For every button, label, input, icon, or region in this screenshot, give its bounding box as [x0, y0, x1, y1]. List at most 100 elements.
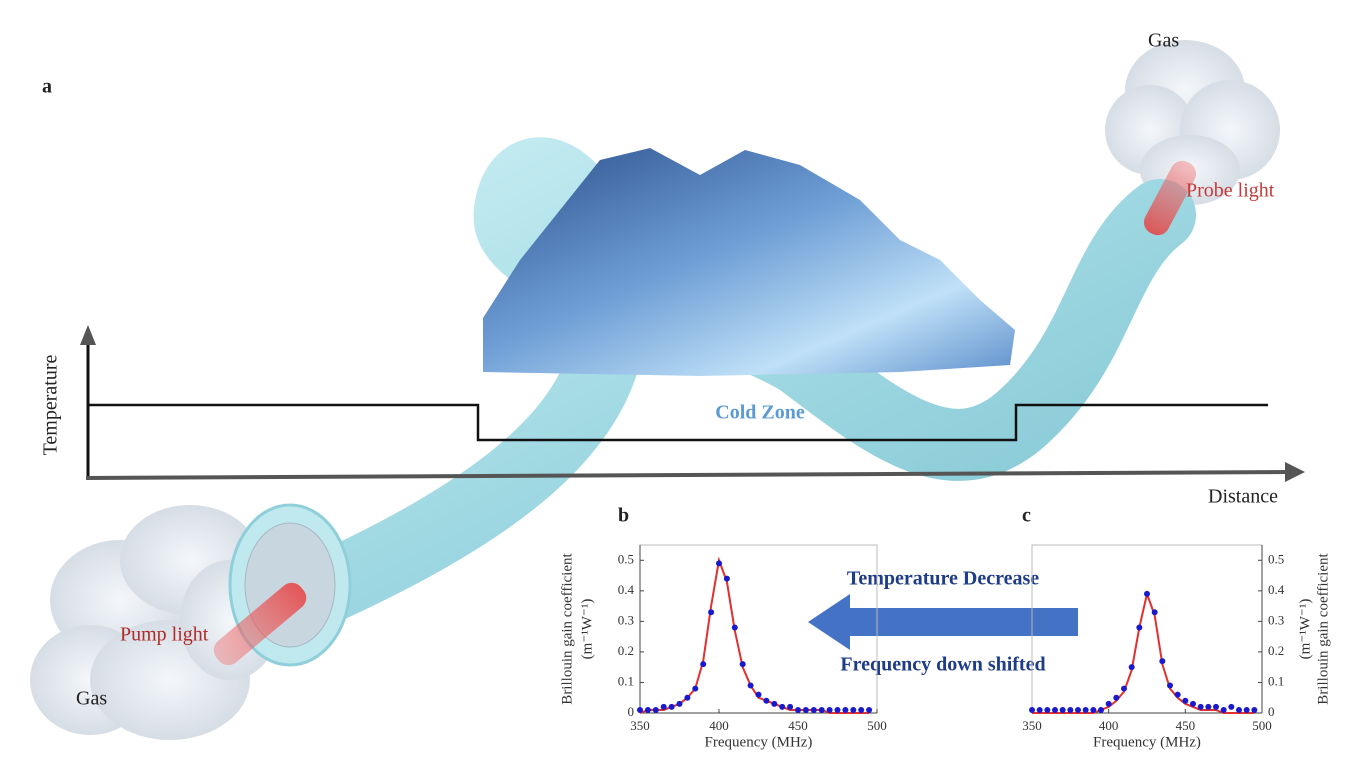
data-point	[1205, 704, 1211, 710]
data-point	[724, 576, 730, 582]
x-tick-label: 400	[709, 718, 729, 733]
y-tick-label: 0.4	[618, 582, 635, 597]
data-point	[637, 707, 643, 713]
data-point	[1037, 707, 1043, 713]
data-point	[866, 707, 872, 713]
data-point	[1244, 707, 1250, 713]
data-point	[842, 707, 848, 713]
data-point	[1106, 701, 1112, 707]
data-point	[756, 692, 762, 698]
data-point	[1090, 707, 1096, 713]
y-tick-label: 0.1	[1268, 673, 1284, 688]
y-tick-label: 0	[1268, 704, 1275, 719]
data-point	[1159, 658, 1165, 664]
y-tick-label: 0.5	[1268, 551, 1284, 566]
axis-label: Distance	[1208, 486, 1278, 508]
data-point	[850, 707, 856, 713]
data-point	[677, 701, 683, 707]
x-tick-label: 500	[1252, 718, 1272, 733]
pump-label: Pump light	[120, 624, 209, 646]
data-point	[1136, 624, 1142, 630]
data-point	[763, 698, 769, 704]
data-point	[1167, 683, 1173, 689]
y-tick-label: 0.3	[618, 612, 634, 627]
data-point	[1198, 704, 1204, 710]
arrow-label: Frequency down shifted	[840, 654, 1045, 676]
y-axis-unit: (m⁻¹W⁻¹)	[1297, 599, 1313, 660]
data-point	[858, 707, 864, 713]
y-tick-label: 0.2	[618, 643, 634, 658]
y-tick-label: 0.3	[1268, 612, 1284, 627]
data-point	[1067, 707, 1073, 713]
data-point	[1175, 692, 1181, 698]
data-point	[1213, 704, 1219, 710]
figure: a Gas Probe light Pump light Gas Tempera…	[0, 0, 1359, 763]
x-tick-label: 500	[867, 718, 887, 733]
data-point	[1152, 609, 1158, 615]
data-point	[700, 661, 706, 667]
axis-label: Temperature	[40, 354, 62, 455]
x-tick-label: 450	[788, 718, 808, 733]
data-point	[1221, 707, 1227, 713]
data-point	[779, 704, 785, 710]
data-point	[819, 707, 825, 713]
y-tick-label: 0.4	[1268, 582, 1285, 597]
data-point	[661, 704, 667, 710]
gas-label: Gas	[1148, 30, 1179, 52]
data-point	[1060, 707, 1066, 713]
data-point	[1236, 707, 1242, 713]
arrow-label: Temperature Decrease	[847, 568, 1039, 590]
y-tick-label: 0.1	[618, 673, 634, 688]
data-point	[1144, 591, 1150, 597]
data-point	[1098, 707, 1104, 713]
data-point	[645, 707, 651, 713]
data-point	[1113, 695, 1119, 701]
panel-label: a	[42, 76, 52, 98]
data-point	[1075, 707, 1081, 713]
data-point	[787, 704, 793, 710]
y-tick-label: 0	[628, 704, 635, 719]
data-point	[740, 661, 746, 667]
shift-arrow	[808, 594, 1078, 650]
x-tick-label: 400	[1099, 718, 1119, 733]
x-tick-label: 350	[630, 718, 650, 733]
data-point	[1044, 707, 1050, 713]
y-tick-label: 0.5	[618, 551, 634, 566]
data-point	[1190, 701, 1196, 707]
data-point	[1029, 707, 1035, 713]
data-point	[732, 624, 738, 630]
x-axis-label: Frequency (MHz)	[705, 734, 813, 750]
data-point	[1228, 704, 1234, 710]
data-point	[1251, 707, 1257, 713]
data-point	[835, 707, 841, 713]
y-tick-label: 0.2	[1268, 643, 1284, 658]
data-point	[1182, 698, 1188, 704]
y-axis-unit: (m⁻¹W⁻¹)	[579, 599, 595, 660]
data-point	[653, 707, 659, 713]
chart-title: b	[618, 505, 629, 527]
data-point	[684, 695, 690, 701]
data-point	[748, 683, 754, 689]
data-point	[795, 707, 801, 713]
data-point	[1129, 664, 1135, 670]
probe-label: Probe light	[1186, 180, 1275, 202]
data-point	[811, 707, 817, 713]
page: a Gas Probe light Pump light Gas Tempera…	[0, 0, 1359, 763]
y-axis-label: Brillouin gain coefficient	[1315, 552, 1331, 704]
gas-label: Gas	[76, 688, 107, 710]
data-point	[1083, 707, 1089, 713]
x-tick-label: 350	[1022, 718, 1042, 733]
data-point	[1121, 686, 1127, 692]
data-point	[692, 686, 698, 692]
data-point	[827, 707, 833, 713]
cold-zone-label: Cold Zone	[715, 402, 805, 424]
y-axis-label: Brillouin gain coefficient	[559, 552, 575, 704]
x-tick-label: 450	[1176, 718, 1196, 733]
data-point	[716, 560, 722, 566]
chart-title: c	[1022, 505, 1031, 527]
data-point	[708, 609, 714, 615]
data-point	[1052, 707, 1058, 713]
x-axis-label: Frequency (MHz)	[1093, 734, 1201, 750]
data-point	[803, 707, 809, 713]
data-point	[669, 704, 675, 710]
